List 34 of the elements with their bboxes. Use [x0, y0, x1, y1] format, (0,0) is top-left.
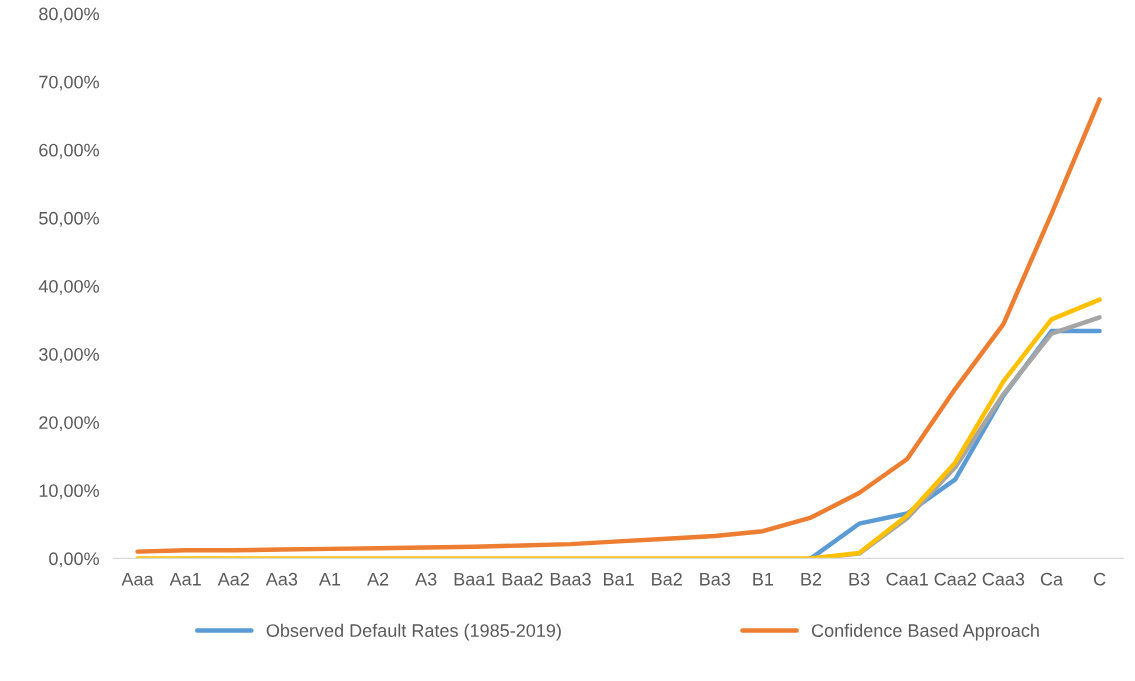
- x-tick-label: Baa1: [454, 572, 495, 586]
- y-tick-label: 50,00%: [39, 211, 99, 227]
- x-tick-label: Aaa: [121, 572, 154, 586]
- x-tick-label: A3: [415, 572, 437, 586]
- y-tick-label: 80,00%: [39, 7, 99, 23]
- x-tick-label: Caa3: [982, 572, 1025, 586]
- x-tick-label: A1: [318, 572, 341, 586]
- x-tick-label: B1: [753, 572, 774, 586]
- y-tick-label: 30,00%: [39, 348, 99, 363]
- x-tick-label: Baa2: [502, 572, 543, 586]
- line-series: [135, 297, 1102, 559]
- line-series: [135, 97, 1102, 554]
- x-tick-label: Aa2: [217, 572, 249, 586]
- legend-label: Observed Default Rates (1985-2019): [266, 623, 561, 641]
- y-tick-label: 70,00%: [39, 75, 99, 91]
- y-tick-label: 40,00%: [38, 279, 99, 295]
- x-tick-label: Aa1: [169, 572, 201, 586]
- x-tick-label: Ba2: [652, 572, 682, 586]
- x-tick-label: B2: [801, 572, 822, 586]
- x-tick-label: A2: [367, 572, 389, 586]
- x-tick-label: Caa1: [886, 572, 928, 586]
- x-tick-label: Caa2: [934, 572, 976, 586]
- y-tick-label: 20,00%: [39, 416, 99, 432]
- y-tick-label: 0,00%: [49, 552, 99, 568]
- x-tick-label: Aa3: [265, 572, 298, 586]
- x-tick-label: Baa3: [550, 572, 591, 586]
- y-tick-label: 10,00%: [39, 484, 99, 500]
- x-tick-label: Ca: [1040, 572, 1064, 586]
- x-tick-label: Ba1: [603, 572, 634, 586]
- x-tick-label: B3: [849, 572, 870, 586]
- x-tick-label: C: [1094, 572, 1106, 586]
- legend-label: Confidence Based Approach: [811, 623, 1039, 641]
- x-tick-label: Ba3: [700, 572, 731, 586]
- y-tick-label: 60,00%: [39, 143, 99, 159]
